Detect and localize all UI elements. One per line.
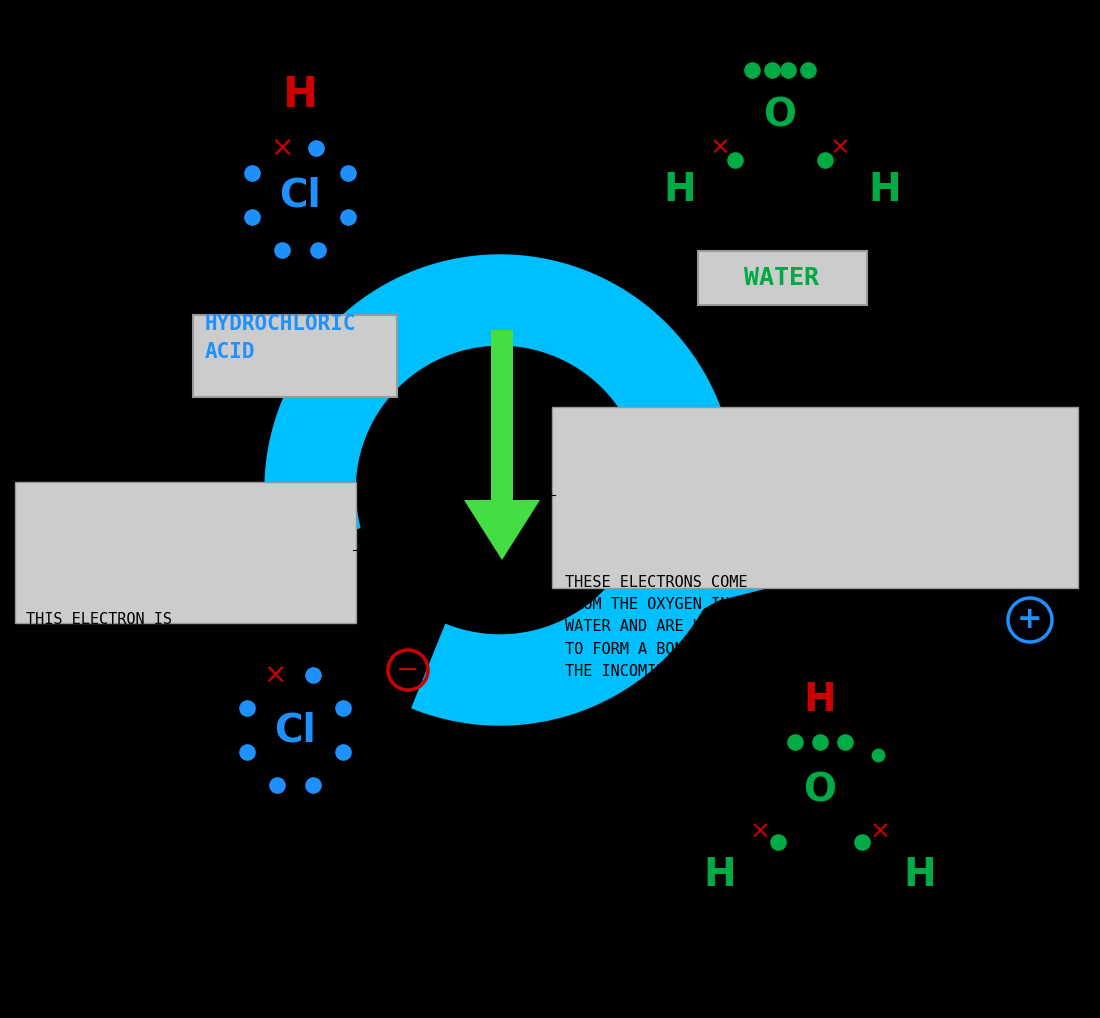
Text: H: H [663,171,696,209]
Polygon shape [265,254,735,725]
Point [769,834,786,850]
Polygon shape [631,541,780,603]
Text: H: H [904,856,936,894]
FancyBboxPatch shape [192,315,397,397]
Text: H: H [704,856,736,894]
Point [854,834,871,850]
Text: H: H [283,74,318,116]
Text: HYDROCHLORIC
ACID: HYDROCHLORIC ACID [205,314,356,362]
Point [243,209,261,225]
Point [268,777,286,793]
Point [239,699,256,716]
FancyBboxPatch shape [15,482,356,623]
Text: Cl: Cl [279,176,321,214]
Point [305,667,322,683]
Text: ×: × [829,136,850,160]
Point [531,487,549,503]
Point [334,699,352,716]
Text: THESE ELECTRONS COME
FROM THE OXYGEN IN
WATER AND ARE USED
TO FORM A BOND WITH
T: THESE ELECTRONS COME FROM THE OXYGEN IN … [565,575,748,679]
Polygon shape [464,500,540,560]
Point [361,542,378,558]
Point [836,734,854,750]
Point [763,62,781,78]
FancyBboxPatch shape [552,407,1078,588]
Text: ×: × [271,134,294,162]
Text: Cl: Cl [274,711,316,749]
Point [869,747,887,764]
Point [816,152,834,168]
Point [744,62,761,78]
Text: ×: × [263,661,287,689]
Point [726,152,744,168]
Text: O: O [803,771,836,809]
Text: ×: × [710,136,730,160]
Text: −: − [396,656,419,684]
Point [800,62,817,78]
Text: ×: × [869,821,891,844]
Point [779,62,796,78]
Point [239,744,256,760]
Text: O: O [763,96,796,134]
Text: ×: × [749,821,770,844]
Point [786,734,804,750]
Polygon shape [636,529,780,609]
FancyBboxPatch shape [698,251,867,305]
Text: +: + [1018,606,1043,634]
Bar [491,330,513,500]
Point [305,777,322,793]
Point [307,139,324,156]
Point [334,744,352,760]
Text: H: H [869,171,901,209]
Text: THIS ELECTRON IS
FROM THE H⁺ THAT
HAS BEEN DONATED
BY HYDROCHLORIC ACID: THIS ELECTRON IS FROM THE H⁺ THAT HAS BE… [26,612,209,693]
Point [309,242,327,259]
Point [273,242,290,259]
Point [339,165,356,181]
Text: H: H [804,681,836,719]
Point [811,734,828,750]
Text: WATER: WATER [745,266,820,290]
Point [243,165,261,181]
Point [339,209,356,225]
